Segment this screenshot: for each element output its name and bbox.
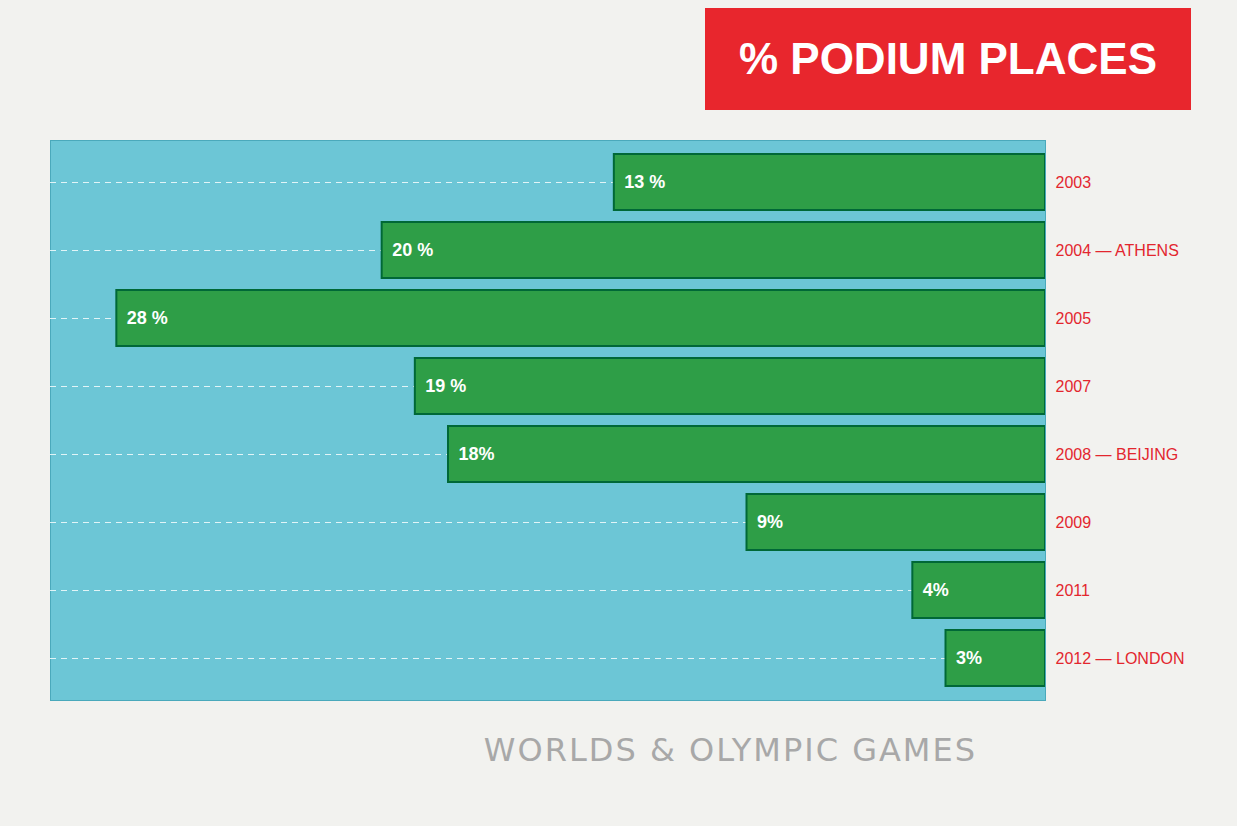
- svg-text:2003: 2003: [1056, 174, 1092, 191]
- svg-text:19 %: 19 %: [425, 376, 466, 396]
- svg-text:2007: 2007: [1056, 378, 1092, 395]
- svg-text:28 %: 28 %: [127, 308, 168, 328]
- svg-text:2005: 2005: [1056, 310, 1092, 327]
- html-text:WORLDS & OLYMPIC GAMES: WORLDS & OLYMPIC GAMES: [483, 731, 977, 769]
- svg-text:9%: 9%: [757, 512, 783, 532]
- svg-text:4%: 4%: [923, 580, 949, 600]
- svg-text:2011: 2011: [1056, 582, 1091, 599]
- svg-text:20 %: 20 %: [392, 240, 433, 260]
- svg-text:2004 — ATHENS: 2004 — ATHENS: [1056, 242, 1179, 259]
- svg-text:13 %: 13 %: [624, 172, 665, 192]
- html-text:% PODIUM PLACES: % PODIUM PLACES: [739, 34, 1157, 83]
- svg-text:2008 — BEIJING: 2008 — BEIJING: [1056, 446, 1179, 463]
- svg-text:2009: 2009: [1056, 514, 1092, 531]
- svg-text:2012 — LONDON: 2012 — LONDON: [1056, 650, 1185, 667]
- svg-text:18%: 18%: [459, 444, 495, 464]
- svg-text:3%: 3%: [956, 648, 982, 668]
